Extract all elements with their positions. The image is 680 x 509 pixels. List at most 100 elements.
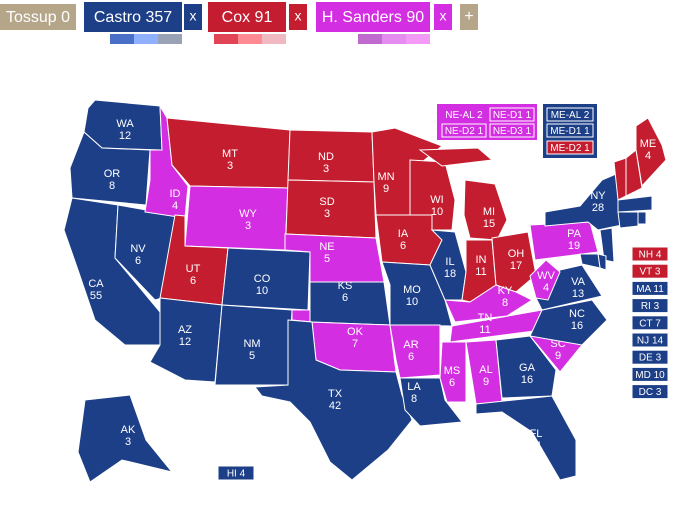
state[interactable] [529, 259, 561, 301]
small-state-abbr: NJ [637, 335, 649, 346]
state-votes: 3 [324, 208, 330, 220]
small-state-box[interactable] [631, 349, 669, 365]
state-abbr: MN [377, 171, 394, 183]
small-state-votes: 3 [654, 301, 660, 312]
district-label: NE-D2 1 [445, 126, 484, 137]
small-state-label: DC 3 [639, 387, 662, 398]
district-name: ME-D2 [550, 143, 582, 154]
district-box[interactable] [489, 107, 535, 122]
small-state-abbr: MA [636, 284, 651, 295]
state[interactable] [617, 195, 653, 213]
small-state-box[interactable] [631, 315, 669, 331]
state-votes: 4 [645, 150, 651, 162]
small-state-label: RI 3 [641, 301, 660, 312]
small-state-label: DE 3 [639, 352, 662, 363]
state-votes: 6 [400, 240, 406, 252]
state-votes: 6 [135, 255, 141, 267]
state[interactable] [579, 253, 601, 269]
state[interactable] [389, 324, 441, 379]
district-box[interactable] [546, 140, 594, 155]
state-votes: 17 [510, 260, 522, 272]
candidate-button[interactable] [208, 2, 286, 32]
small-state-votes: 7 [655, 318, 661, 329]
remove-label[interactable]: x [190, 8, 197, 24]
small-state-box[interactable] [631, 246, 669, 262]
state-votes: 11 [479, 324, 490, 336]
shade-swatch[interactable] [406, 34, 430, 44]
state-abbr: AK [121, 424, 136, 436]
state[interactable] [429, 229, 467, 301]
state[interactable] [475, 395, 577, 481]
state-abbr: NE [319, 241, 334, 253]
state-abbr: GA [519, 362, 536, 374]
remove-button[interactable] [289, 4, 307, 30]
small-state-abbr: MD [635, 370, 651, 381]
district-box[interactable] [441, 123, 487, 138]
state-votes: 6 [408, 351, 414, 363]
state-abbr: SD [319, 196, 334, 208]
district-box[interactable] [546, 123, 594, 138]
shade-swatch[interactable] [382, 34, 406, 44]
shade-swatch[interactable] [358, 34, 382, 44]
small-state-box[interactable] [217, 465, 255, 481]
state[interactable] [409, 159, 456, 231]
small-state-box[interactable] [631, 280, 669, 296]
shade-swatch[interactable] [158, 34, 182, 44]
small-state-box[interactable] [631, 366, 669, 382]
state[interactable] [617, 211, 639, 229]
state[interactable] [418, 147, 494, 167]
state[interactable] [254, 319, 413, 481]
state-votes: 31 [530, 440, 542, 452]
small-state-votes: 11 [653, 284, 664, 295]
state-votes: 8 [502, 297, 508, 309]
state-votes: 5 [249, 350, 255, 362]
candidate-button[interactable] [316, 2, 430, 32]
candidate-label: Cox 91 [222, 9, 273, 26]
candidate-button[interactable] [84, 2, 182, 32]
remove-button[interactable] [434, 4, 452, 30]
state[interactable] [285, 179, 377, 239]
state[interactable] [439, 341, 467, 403]
tossup-button[interactable] [0, 4, 76, 30]
small-state-box[interactable] [631, 332, 669, 348]
state[interactable] [599, 227, 615, 263]
district-box[interactable] [546, 107, 594, 122]
small-state-votes: 3 [656, 387, 662, 398]
district-box[interactable] [489, 123, 535, 138]
shade-swatch[interactable] [238, 34, 262, 44]
candidate-label: Castro 357 [94, 9, 172, 26]
state-votes: 9 [483, 376, 489, 388]
state[interactable] [613, 157, 627, 201]
state[interactable] [77, 394, 174, 483]
shade-swatch[interactable] [110, 34, 134, 44]
small-state-votes: 3 [656, 352, 662, 363]
small-state-label: MD 10 [635, 370, 665, 381]
state[interactable] [637, 211, 647, 225]
small-state-box[interactable] [631, 384, 669, 400]
state-votes: 9 [383, 183, 389, 195]
state-votes: 7 [352, 338, 358, 350]
shade-swatch[interactable] [262, 34, 286, 44]
shade-swatch[interactable] [214, 34, 238, 44]
state-votes: 6 [449, 377, 455, 389]
remove-label[interactable]: x [440, 8, 447, 24]
state[interactable] [544, 173, 623, 231]
state-abbr: MO [403, 284, 421, 296]
state[interactable] [529, 299, 608, 346]
small-state-box[interactable] [631, 298, 669, 314]
state[interactable] [184, 185, 289, 251]
state[interactable] [495, 335, 557, 399]
small-state-box[interactable] [631, 263, 669, 279]
district-box[interactable] [442, 108, 486, 121]
shade-swatch[interactable] [134, 34, 158, 44]
add-button[interactable] [460, 4, 478, 30]
state[interactable] [491, 231, 537, 293]
remove-label[interactable]: x [295, 8, 302, 24]
state[interactable] [444, 284, 534, 323]
state-abbr: TX [328, 388, 343, 400]
candidate-votes: 90 [406, 9, 424, 26]
remove-button[interactable] [184, 4, 202, 30]
add-label[interactable]: + [464, 8, 473, 25]
candidate-name: Cox [222, 9, 250, 26]
